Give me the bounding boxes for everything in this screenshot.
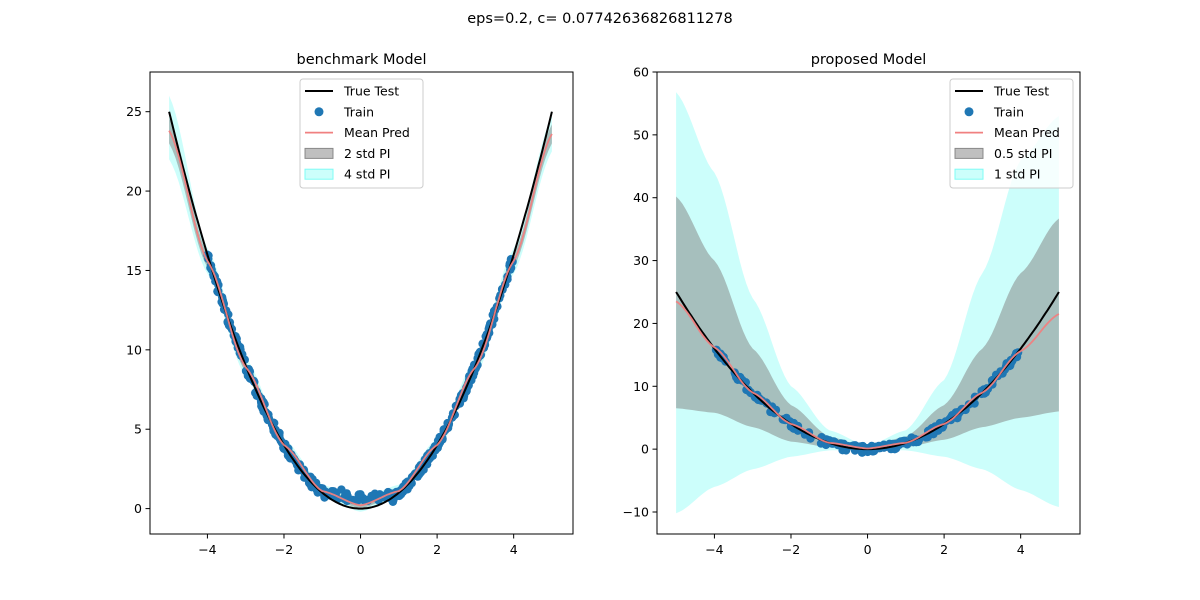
y-tick-label: 20 <box>126 184 142 199</box>
axes-frame <box>149 71 574 535</box>
x-tick-label: 2 <box>940 542 948 557</box>
legend-handle-train <box>964 107 974 117</box>
legend-label: 1 std PI <box>994 167 1040 182</box>
legend-label: True Test <box>993 84 1049 99</box>
x-tick-label: −2 <box>782 542 800 557</box>
axes-frame <box>656 71 1081 535</box>
mean-pred-line <box>675 300 1060 450</box>
legend-frame <box>949 78 1074 189</box>
plot-area <box>168 95 553 512</box>
legend-label: Train <box>993 104 1024 119</box>
x-tick-label: −4 <box>198 542 216 557</box>
y-tick-label: 60 <box>633 65 649 80</box>
y-tick-label: 10 <box>633 379 649 394</box>
legend: True Test Train Mean Pred 0.5 std PI 1 std P… <box>949 78 1074 189</box>
legend-handle-inner-band <box>954 147 984 159</box>
x-tick-label: 4 <box>510 542 518 557</box>
y-tick-label: 40 <box>633 190 649 205</box>
true-test-line <box>168 111 553 510</box>
train-point <box>312 484 321 493</box>
legend-handle-inner-band <box>304 147 334 159</box>
subplot-title: benchmark Model <box>297 52 427 68</box>
x-tick-label: 0 <box>357 542 365 557</box>
y-tick-label: 30 <box>633 253 649 268</box>
y-tick-label: 15 <box>126 263 142 278</box>
y-tick-label: −10 <box>623 505 649 520</box>
train-point <box>422 459 432 469</box>
legend-handle-outer-band <box>954 168 984 180</box>
legend-label: 0.5 std PI <box>994 146 1052 161</box>
legend-label: 4 std PI <box>344 167 390 182</box>
train-point <box>355 490 364 499</box>
x-tick-label: 4 <box>1017 542 1025 557</box>
train-point <box>717 351 726 360</box>
y-tick-label: 10 <box>126 342 142 357</box>
train-point <box>286 454 295 463</box>
train-point <box>367 491 376 501</box>
x-tick-label: 0 <box>864 542 872 557</box>
x-tick-label: 2 <box>433 542 441 557</box>
legend-label: 2 std PI <box>344 146 390 161</box>
legend-frame <box>299 78 424 189</box>
legend-label: Mean Pred <box>344 125 410 140</box>
legend-handle-train <box>314 107 324 117</box>
legend-label: Train <box>343 104 374 119</box>
x-tick-label: −4 <box>705 542 723 557</box>
subplot-title: proposed Model <box>811 52 927 68</box>
y-tick-label: 5 <box>134 422 142 437</box>
y-tick-label: 0 <box>641 442 649 457</box>
legend-label: True Test <box>343 84 399 99</box>
y-tick-label: 25 <box>126 104 142 119</box>
legend-handle-outer-band <box>304 168 334 180</box>
subplot-proposed: proposed Model −4 −2 0 2 4 −10 0 10 20 30 40 50 60 Tr… <box>623 52 1081 557</box>
subplot-benchmark: benchmark Model −4 −2 0 2 4 0 5 10 15 20 25 True Te… <box>126 52 574 557</box>
train-point <box>954 407 963 417</box>
mean-pred-line <box>168 130 553 507</box>
legend-label: Mean Pred <box>994 125 1060 140</box>
y-tick-label: 0 <box>134 501 142 516</box>
x-tick-label: −2 <box>275 542 293 557</box>
train-point <box>342 489 351 498</box>
inner-band-area <box>676 196 1059 450</box>
figure-suptitle: eps=0.2, c= 0.07742636826811278 <box>467 11 733 27</box>
y-tick-label: 50 <box>633 127 649 142</box>
plot-area <box>675 92 1060 514</box>
legend: True Test Train Mean Pred 2 std PI 4 std PI <box>299 78 424 189</box>
y-tick-label: 20 <box>633 316 649 331</box>
